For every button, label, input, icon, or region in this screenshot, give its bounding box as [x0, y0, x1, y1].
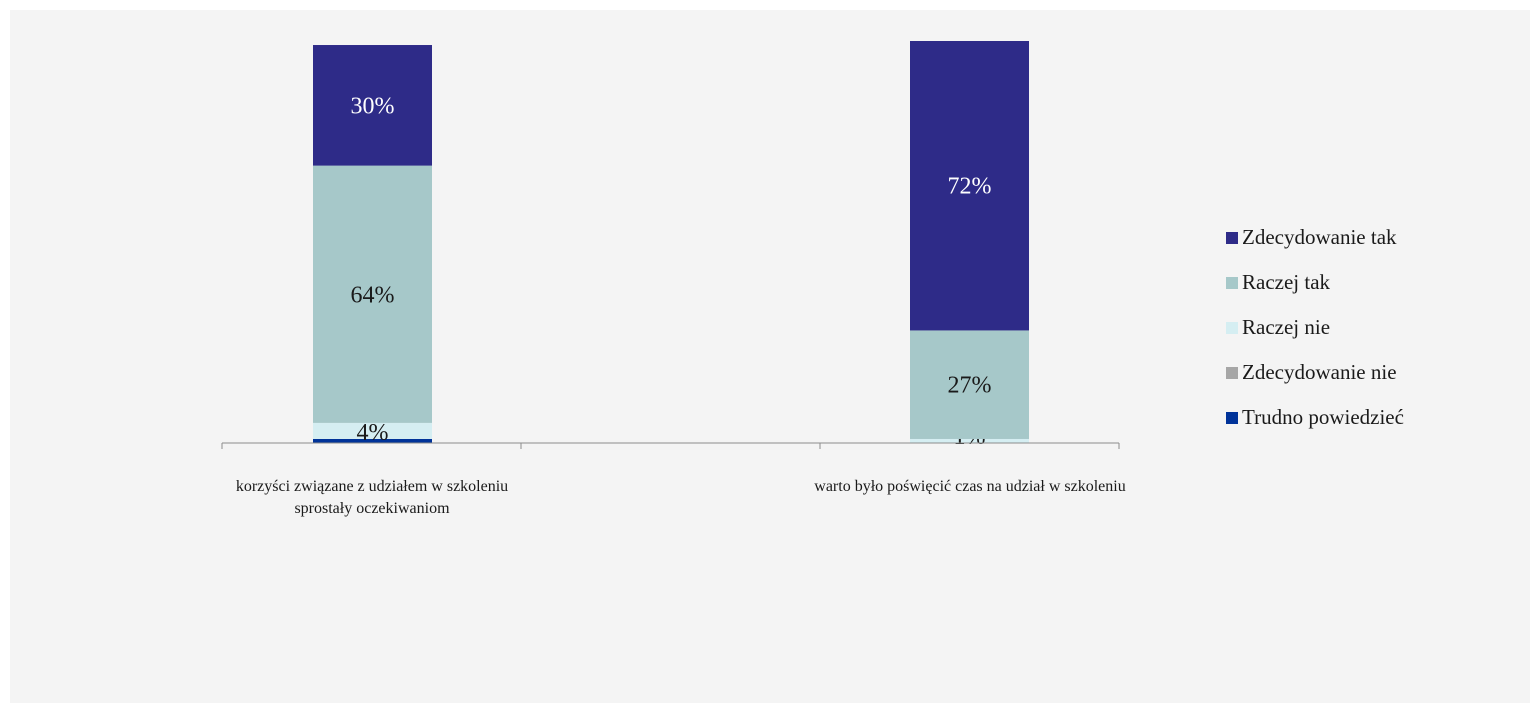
- category-label-1-line-2: sprostały oczekiwaniom: [294, 500, 450, 517]
- bar-segment-1-raczej-nie: [313, 422, 432, 439]
- legend-label: Zdecydowanie nie: [1242, 360, 1397, 384]
- legend-swatch: [1226, 411, 1238, 424]
- data-label-1-raczej-nie: 4%: [357, 420, 389, 446]
- bar-segment-2-zdecydowanie-tak: [910, 41, 1029, 331]
- legend-label: Zdecydowanie tak: [1242, 225, 1397, 249]
- legend-swatch: [1226, 231, 1238, 244]
- legend-label: Raczej tak: [1242, 270, 1331, 294]
- legend-swatch: [1226, 321, 1238, 334]
- category-label-1-line-1: korzyści związane z udziałem w szkoleniu: [235, 478, 509, 495]
- legend-item-zdecydowanie-tak: Zdecydowanie tak: [1226, 215, 1404, 260]
- data-label-2-zdecydowanie-tak: 72%: [948, 174, 992, 200]
- chart-area: 4%64%30%1%27%72% korzyści związane z udz…: [10, 10, 1530, 703]
- legend: Zdecydowanie tak Raczej tak Raczej nie Zdec…: [1226, 215, 1404, 440]
- legend-label: Raczej nie: [1242, 315, 1331, 339]
- legend-item-trudno-powiedzieć: Trudno powiedzieć: [1226, 395, 1404, 440]
- bar-segment-1-zdecydowanie-tak: [313, 45, 432, 166]
- bar-segment-2-raczej-nie: [910, 438, 1029, 443]
- bar-segment-1-trudno-powiedzieć: [313, 438, 432, 443]
- data-label-2-raczej-tak: 27%: [948, 373, 992, 399]
- legend-item-raczej-tak: Raczej tak: [1226, 260, 1404, 305]
- legend-swatch: [1226, 276, 1238, 289]
- stacked-bar-chart: 4%64%30%1%27%72%: [221, 41, 1120, 450]
- legend-label: Trudno powiedzieć: [1242, 405, 1404, 429]
- legend-item-raczej-nie: Raczej nie: [1226, 305, 1404, 350]
- category-label-2: warto było poświęcić czas na udział w sz…: [720, 476, 1220, 498]
- bar-segment-1-raczej-tak: [313, 165, 432, 423]
- data-label-1-zdecydowanie-tak: 30%: [351, 93, 395, 119]
- legend-item-zdecydowanie-nie: Zdecydowanie nie: [1226, 350, 1404, 395]
- category-label-1: korzyści związane z udziałem w szkoleniu…: [172, 476, 572, 520]
- legend-swatch: [1226, 366, 1238, 379]
- bar-segment-2-raczej-tak: [910, 330, 1029, 439]
- data-label-1-raczej-tak: 64%: [351, 282, 395, 308]
- category-label-2-line-1: warto było poświęcić czas na udział w sz…: [814, 478, 1126, 495]
